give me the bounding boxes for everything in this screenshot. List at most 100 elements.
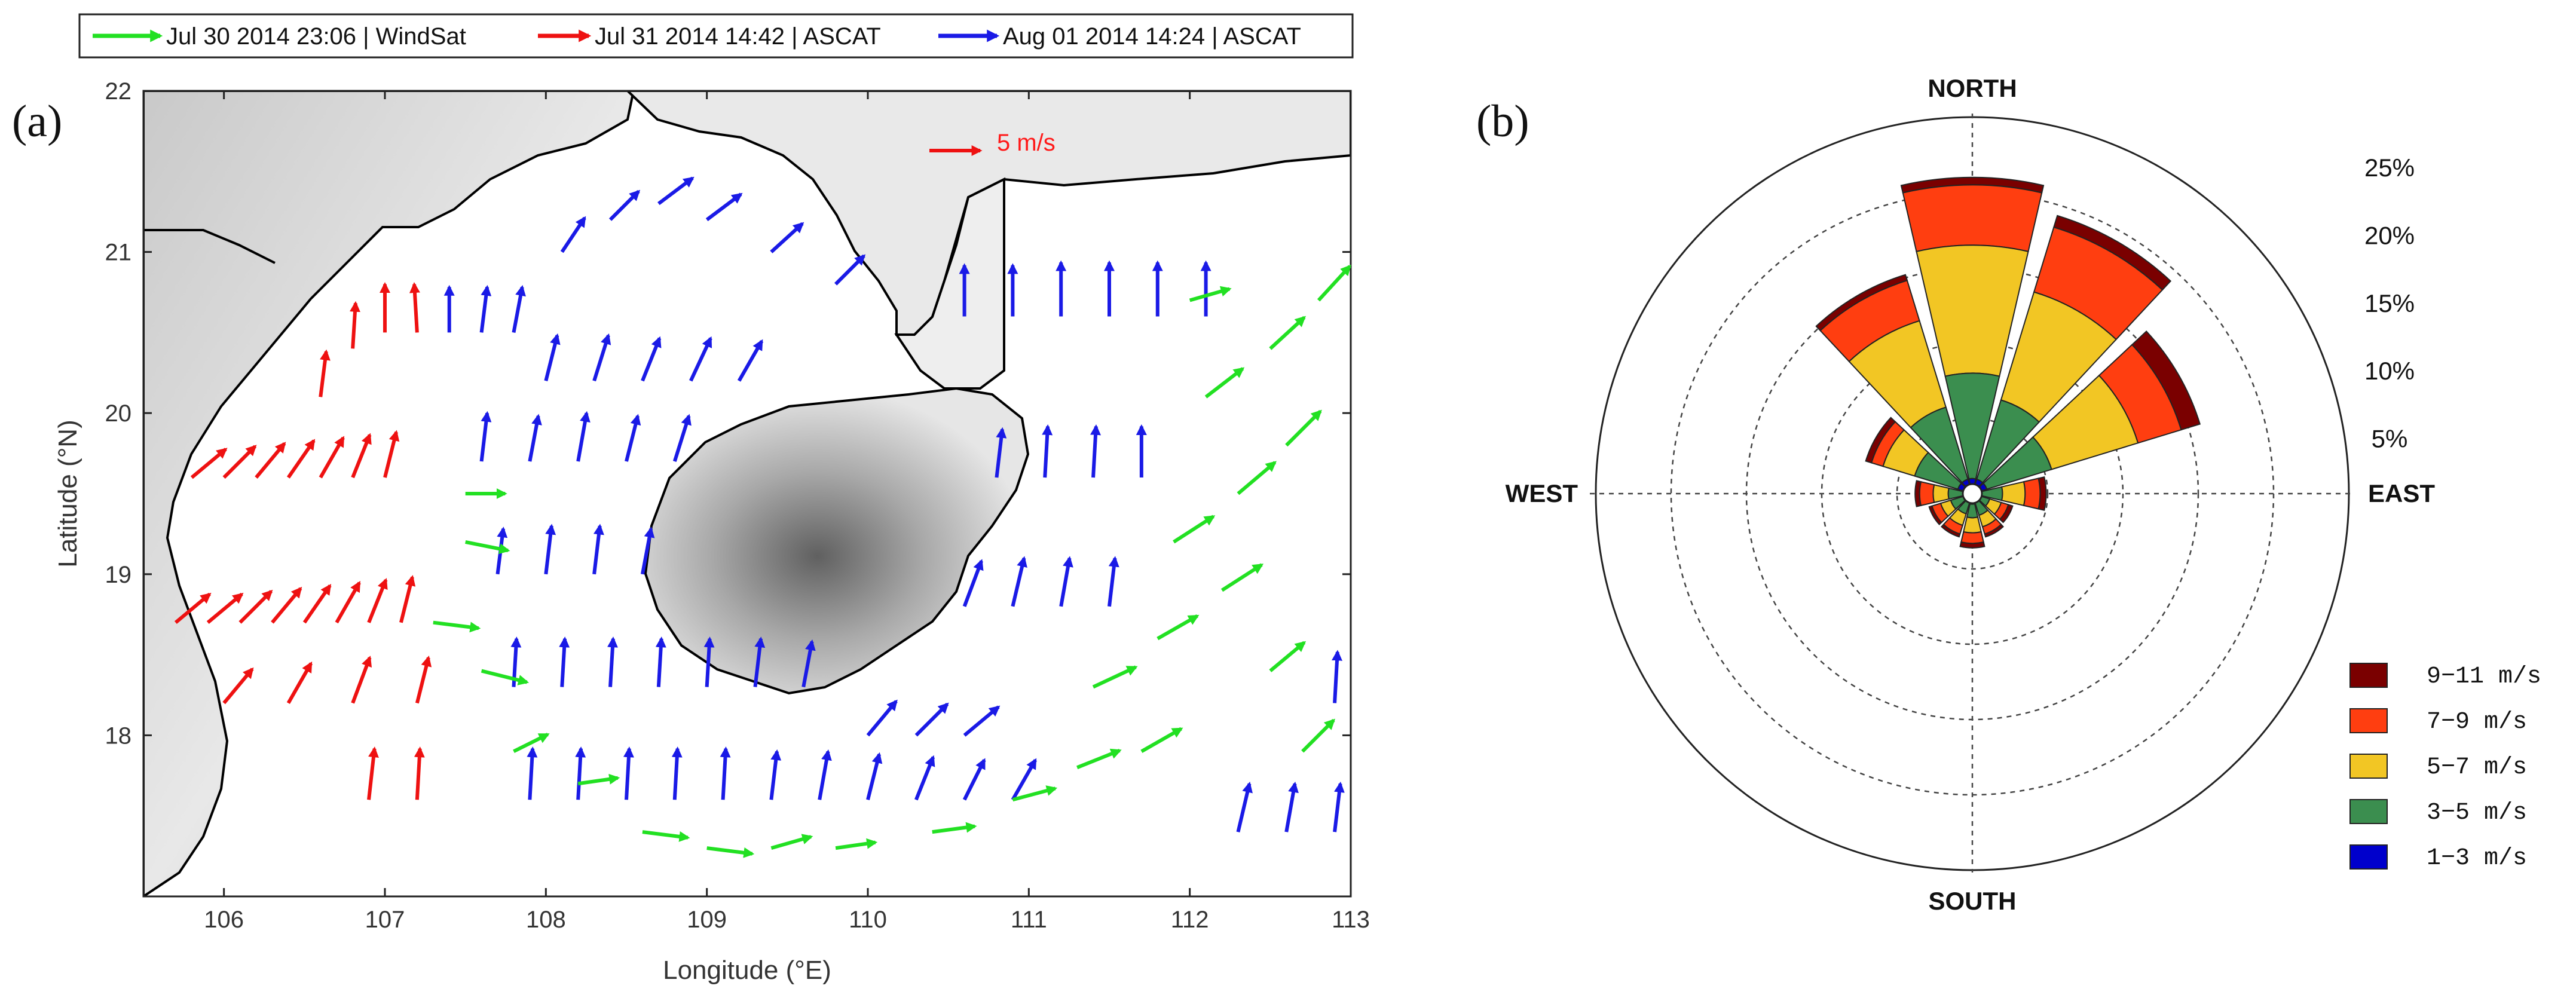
wind-vector xyxy=(513,733,550,754)
map-background xyxy=(143,91,1351,896)
wind-vector xyxy=(655,636,666,687)
wind-vector xyxy=(351,433,372,479)
wind-vector xyxy=(174,592,212,624)
compass-north: NORTH xyxy=(1928,74,2017,102)
wind-vector xyxy=(350,301,360,349)
wind-vector xyxy=(351,656,372,704)
wind-vector xyxy=(770,222,804,253)
x-tick-label: 113 xyxy=(1332,907,1370,933)
rose-wedge xyxy=(1960,531,1984,544)
wind-vector xyxy=(625,414,641,462)
speed-label: 5−7 m/s xyxy=(2427,754,2527,781)
wind-vector xyxy=(640,526,655,575)
wind-vector xyxy=(1140,727,1183,753)
wind-vector xyxy=(818,749,832,800)
rose-wedge xyxy=(1932,484,1950,503)
wind-vector xyxy=(705,192,743,222)
wind-vector xyxy=(1042,424,1053,478)
speed-label: 1−3 m/s xyxy=(2427,845,2527,872)
compass-east: EAST xyxy=(2368,479,2435,507)
speed-swatch xyxy=(2349,708,2388,733)
panel-b-wind-rose: (b) NORTH SOUTH EAST WEST 5% 10% 15% 20% 25%… xyxy=(1476,74,2541,915)
panel-a-wind-map: Jul 30 2014 23:06 | WindSat Jul 31 2014 … xyxy=(12,13,1370,985)
wind-vector xyxy=(575,746,586,800)
wind-vector xyxy=(1011,758,1038,801)
speed-swatch xyxy=(2349,799,2388,824)
wind-vector xyxy=(302,583,332,624)
wind-vector xyxy=(383,430,400,478)
speed-label: 3−5 m/s xyxy=(2427,800,2527,826)
wind-vector xyxy=(286,439,316,479)
x-tick-label: 109 xyxy=(687,907,727,933)
wind-vector xyxy=(1173,515,1216,544)
land-vietnam xyxy=(143,91,635,896)
scale-arrow: 5 m/s xyxy=(929,130,1056,156)
x-tick-label: 110 xyxy=(849,907,887,933)
wind-vector xyxy=(190,448,228,479)
map-frame xyxy=(142,90,1352,898)
wind-vector xyxy=(607,636,618,687)
wind-vector xyxy=(1317,264,1351,302)
wind-vector xyxy=(1157,614,1200,641)
land-hainan xyxy=(644,387,1030,695)
wind-vector xyxy=(657,176,695,206)
rose-wedge xyxy=(1919,480,1935,507)
wind-vector xyxy=(409,282,420,333)
x-tick-label: 107 xyxy=(365,907,405,933)
wind-vector xyxy=(1269,316,1306,350)
legend-label-ascat-aug01: Aug 01 2014 14:24 | ASCAT xyxy=(1003,23,1301,50)
wind-vector xyxy=(592,524,604,575)
wind-vector xyxy=(1301,718,1335,753)
rose-wedges xyxy=(1815,176,2201,549)
wind-vector xyxy=(319,349,331,397)
wind-vector xyxy=(770,834,813,850)
wind-vector xyxy=(271,586,302,624)
x-tick-label: 111 xyxy=(1011,907,1047,933)
speed-label: 9−11 m/s xyxy=(2427,663,2541,690)
wind-vector xyxy=(753,636,766,687)
wind-vector xyxy=(962,559,984,607)
wind-vector xyxy=(1090,424,1102,478)
x-axis-label: Longitude (°E) xyxy=(663,956,831,985)
wind-vector xyxy=(706,846,755,858)
wind-vector xyxy=(963,705,1001,737)
legend-label-ascat-jul31: Jul 31 2014 14:42 | ASCAT xyxy=(595,23,881,50)
wind-vector xyxy=(623,746,634,800)
rose-wedge xyxy=(2023,477,2041,510)
wind-vector xyxy=(834,254,866,286)
wind-vectors xyxy=(174,176,1351,858)
wind-vector xyxy=(703,636,715,687)
wind-vector xyxy=(866,752,883,800)
land-leizhou xyxy=(894,177,1005,390)
wind-vector xyxy=(995,427,1007,478)
wind-vector xyxy=(1012,785,1058,802)
wind-vector xyxy=(932,822,977,834)
legend-label-windsat: Jul 30 2014 23:06 | WindSat xyxy=(166,23,466,50)
wind-vector xyxy=(367,746,379,800)
wind-vector xyxy=(367,578,388,623)
wind-vector xyxy=(1333,781,1345,832)
wind-vector xyxy=(512,284,526,333)
ring-label: 20% xyxy=(2364,221,2415,249)
rose-wedge xyxy=(1902,184,2043,253)
wind-vector xyxy=(1204,367,1245,399)
y-tick-label: 21 xyxy=(105,240,132,266)
wind-vector xyxy=(222,445,257,479)
wind-vector xyxy=(255,442,286,479)
wind-vector xyxy=(527,746,538,800)
y-tick-label: 19 xyxy=(105,562,132,588)
y-tick-label: 20 xyxy=(105,400,132,427)
speed-swatch xyxy=(2349,844,2388,870)
wind-vector xyxy=(689,336,712,382)
wind-vector xyxy=(238,589,273,624)
wind-vector xyxy=(720,746,731,800)
wind-vector xyxy=(1284,781,1299,832)
wind-vector xyxy=(1108,556,1119,607)
wind-vector xyxy=(914,702,949,737)
wind-vector xyxy=(415,655,432,704)
ring-label: 25% xyxy=(2364,154,2415,182)
speed-legend: 9−11 m/s 7−9 m/s 5−7 m/s 3−5 m/s 1−3 m/s xyxy=(2349,663,2541,872)
y-axis-label: Latitude (°N) xyxy=(53,420,82,567)
wind-vector xyxy=(479,284,492,333)
